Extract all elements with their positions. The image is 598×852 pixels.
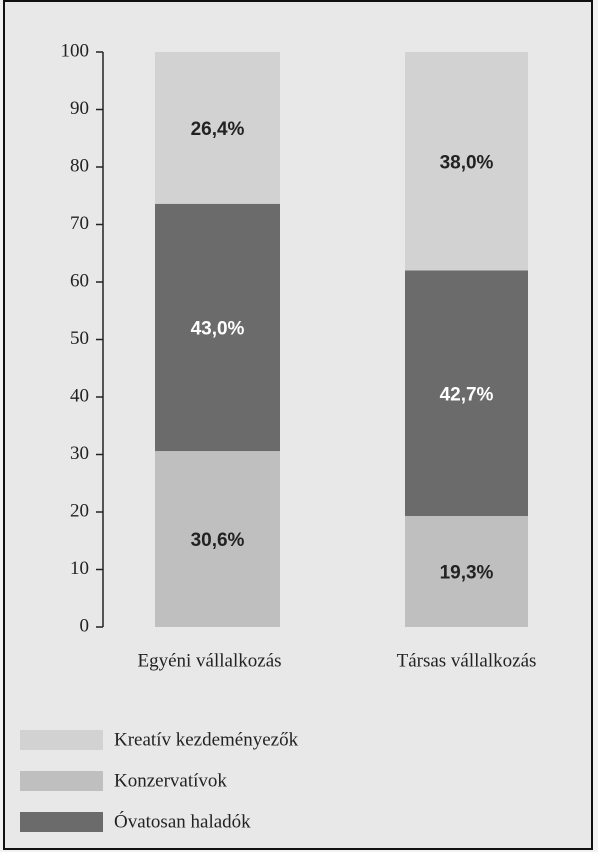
y-tick-label: 90 (70, 98, 89, 119)
y-tick-label: 40 (70, 385, 89, 406)
value-label: 30,6% (191, 530, 245, 551)
y-tick-label: 60 (70, 270, 89, 291)
value-label: 43,0% (191, 318, 245, 339)
y-tick-label: 80 (70, 155, 89, 176)
value-label: 42,7% (440, 384, 494, 405)
legend-swatch (20, 771, 103, 791)
legend-swatch (20, 730, 103, 750)
legend-swatch (20, 812, 103, 832)
bar-segment (155, 451, 280, 627)
y-tick-label: 30 (70, 443, 89, 464)
bar-segment (405, 52, 528, 271)
legend-label: Konzervatívok (114, 770, 227, 791)
y-tick-label: 0 (80, 615, 90, 636)
legend-label: Kreatív kezdeményezők (114, 729, 299, 750)
y-tick-label: 20 (70, 500, 89, 521)
x-tick-label: Egyéni vállalkozás (137, 650, 281, 671)
bar-segment (405, 270, 528, 517)
bar-segment (405, 516, 528, 627)
y-tick-label: 10 (70, 558, 89, 579)
value-label: 38,0% (440, 152, 494, 173)
y-tick-label: 100 (61, 40, 90, 61)
bar-segment (155, 52, 280, 204)
value-label: 26,4% (191, 119, 245, 140)
y-tick-label: 70 (70, 213, 89, 234)
x-tick-label: Társas vállalkozás (397, 650, 537, 671)
bar-segment (155, 203, 280, 452)
legend-label: Óvatosan haladók (114, 810, 251, 832)
y-tick-label: 50 (70, 328, 89, 349)
value-label: 19,3% (440, 563, 494, 584)
